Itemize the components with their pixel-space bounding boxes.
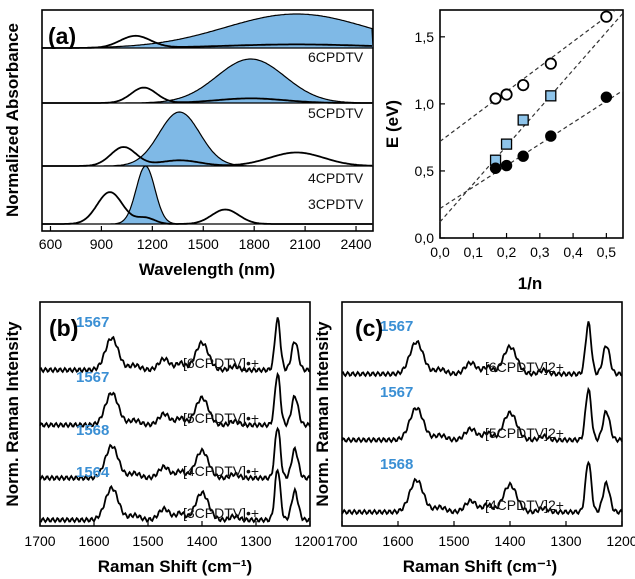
panel-a-xlabel: Wavelength (nm) — [139, 260, 275, 279]
panel-a-xtick-label: 2400 — [340, 236, 371, 252]
b-trace-label: [6CPDTV]•+ — [183, 355, 259, 371]
panel-b-ylabel: Norm. Raman Intensity — [3, 321, 22, 507]
fit-line-2 — [439, 12, 624, 223]
b-raman-trace-4 — [39, 468, 311, 524]
b-raman-trace-3 — [39, 426, 311, 482]
energy-xtick-label: 0,4 — [563, 244, 583, 260]
fit-line-1 — [439, 9, 616, 142]
absorbance-series-label: 6CPDTV — [308, 49, 364, 65]
data-point-filled-circle — [600, 91, 613, 103]
c-xtick-label: 1700 — [326, 533, 357, 549]
data-point-square — [500, 138, 513, 150]
panel-c-raman: 1567 [6CPDTV]2+ 1567 [5CPDTV]2+ 1568 [4CPDTV]… — [313, 301, 635, 576]
absorbance-band-3 — [42, 111, 373, 167]
panel-b-label: (b) — [49, 315, 78, 341]
panel-a-xtick-label: 1800 — [239, 236, 270, 252]
panel-a-xtick-label: 1200 — [137, 236, 168, 252]
data-point-filled-circle — [545, 130, 557, 142]
energy-xtick-label: 0,0 — [430, 244, 450, 260]
c-raman-trace-2 — [341, 386, 623, 444]
panel-b-xlabel: Raman Shift (cm⁻¹) — [98, 557, 252, 576]
energy-xtick-label: 0,5 — [597, 244, 617, 260]
absorbance-band-2 — [42, 58, 374, 104]
b-raman-trace-2 — [39, 371, 311, 429]
panel-a-xtick-label: 2100 — [290, 236, 321, 252]
b-xtick-label: 1600 — [78, 533, 109, 549]
c-trace-label: [5CPDTV]2+ — [485, 425, 564, 441]
fit-line-3 — [439, 89, 624, 209]
energy-xtick-label: 0,2 — [497, 244, 517, 260]
b-xtick-label: 1400 — [186, 533, 217, 549]
absorbance-curve-4 — [42, 191, 372, 225]
data-point-filled-circle — [489, 162, 502, 174]
b-raman-trace-1 — [39, 317, 311, 374]
panel-a-absorbance: 6CPDTV 5CPDTV 4CPDTV 3CPDTV 600 900 1200 1500 1… — [3, 9, 374, 279]
b-xtick-label: 1300 — [240, 533, 271, 549]
c-xtick-label: 1500 — [438, 533, 469, 549]
absorbance-curve-2 — [42, 86, 372, 104]
absorbance-series-label: 4CPDTV — [308, 170, 364, 186]
c-xtick-label: 1300 — [550, 533, 581, 549]
data-point-open-circle — [517, 79, 530, 92]
b-trace-label: [3CPDTV]•+ — [183, 505, 259, 521]
energy-ytick-label: 0,0 — [415, 230, 435, 246]
panel-b-frame — [39, 301, 311, 527]
absorbance-band-1 — [41, 13, 374, 49]
data-point-open-circle — [500, 88, 513, 101]
absorbance-series-label: 3CPDTV — [308, 196, 364, 212]
c-peak-label: 1567 — [380, 318, 413, 335]
c-xtick-label: 1200 — [606, 533, 635, 549]
c-trace-label: [6CPDTV]2+ — [485, 359, 564, 375]
c-peak-label: 1567 — [380, 384, 413, 401]
b-peak-label: 1568 — [76, 422, 109, 439]
panel-b-raman: 1567 [6CPDTV]•+ 1567 [5CPDTV]•+ 1568 [4CPDTV]… — [3, 301, 326, 576]
panel-c-frame — [341, 301, 623, 527]
energy-ytick-label: 0,5 — [415, 163, 435, 179]
data-point-square — [545, 90, 557, 102]
absorbance-curve-3 — [42, 146, 372, 167]
b-xtick-label: 1200 — [294, 533, 325, 549]
energy-ytick-label: 1,0 — [415, 96, 435, 112]
panel-a-xtick-label: 1500 — [188, 236, 219, 252]
energy-xtick-label: 0,3 — [530, 244, 550, 260]
c-xtick-label: 1400 — [494, 533, 525, 549]
panel-energy-plot: 0,0 0,1 0,2 0,3 0,4 0,5 0,0 0,5 1,0 1,5 1/n E (eV… — [383, 9, 624, 293]
c-raman-trace-1 — [341, 321, 623, 378]
data-point-filled-circle — [517, 150, 529, 162]
energy-ytick-label: 1,5 — [415, 29, 435, 45]
absorbance-curve-1 — [42, 34, 373, 49]
panel-a-frame — [41, 9, 374, 232]
panel-energy-xlabel: 1/n — [518, 274, 543, 293]
b-xtick-label: 1700 — [24, 533, 55, 549]
energy-xtick-label: 0,1 — [464, 244, 484, 260]
b-trace-label: [5CPDTV]•+ — [183, 410, 259, 426]
panel-a-ylabel: Normalized Absorbance — [3, 23, 22, 217]
c-xtick-label: 1600 — [382, 533, 413, 549]
panel-c-label: (c) — [355, 315, 383, 341]
b-peak-label: 1564 — [76, 464, 110, 481]
absorbance-series-label: 5CPDTV — [308, 105, 364, 121]
b-peak-label: 1567 — [76, 369, 109, 386]
data-point-open-circle — [600, 10, 613, 23]
c-peak-label: 1568 — [380, 456, 413, 473]
panel-a-xtick-label: 900 — [90, 236, 114, 252]
panel-a-xtick-label: 600 — [39, 236, 63, 252]
panel-c-xlabel: Raman Shift (cm⁻¹) — [403, 557, 557, 576]
b-trace-label: [4CPDTV]•+ — [183, 463, 259, 479]
data-point-open-circle — [489, 92, 502, 105]
panel-c-ylabel: Norm. Raman Intensity — [313, 321, 332, 507]
panel-energy-frame — [439, 9, 624, 239]
data-point-open-circle — [544, 57, 557, 70]
b-peak-label: 1567 — [76, 314, 109, 331]
b-xtick-label: 1500 — [132, 533, 163, 549]
panel-a-label: (a) — [48, 23, 76, 49]
c-trace-label: [4CPDTV]2+ — [485, 497, 564, 513]
c-raman-trace-3 — [341, 460, 623, 516]
data-point-square — [517, 114, 529, 126]
panel-energy-ylabel: E (eV) — [383, 100, 402, 148]
data-point-filled-circle — [500, 159, 513, 172]
